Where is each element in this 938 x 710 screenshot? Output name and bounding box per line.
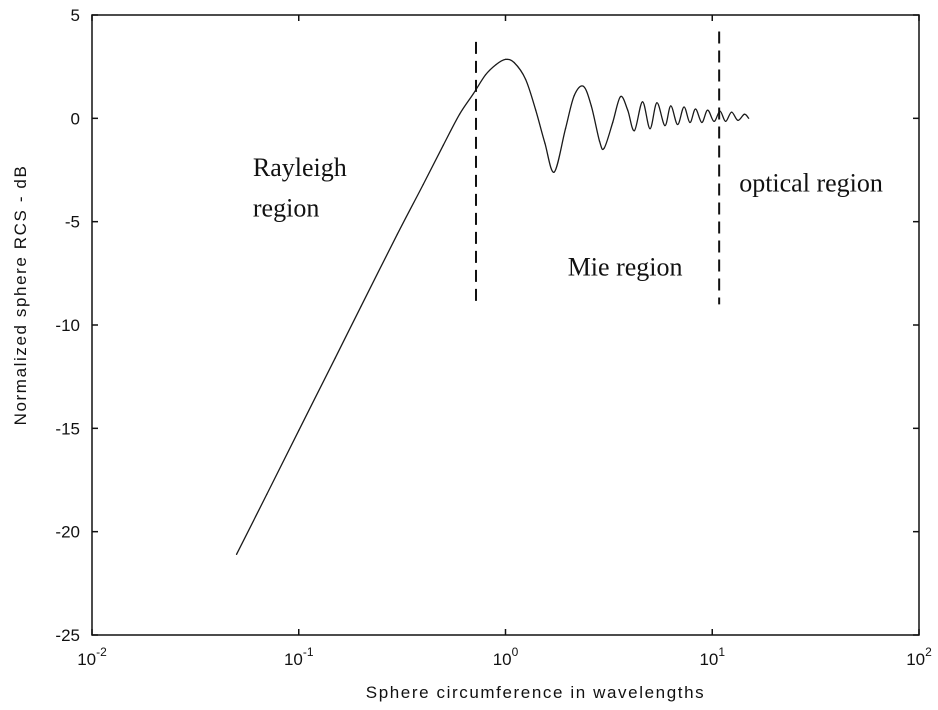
data-point <box>535 109 537 111</box>
data-point <box>334 357 336 359</box>
annotation-label: region <box>253 194 319 223</box>
x-tick-base: 10 <box>284 650 303 669</box>
y-tick-label: 5 <box>71 6 80 25</box>
data-point <box>590 105 592 107</box>
series-line-0 <box>235 58 750 555</box>
data-point <box>731 111 733 113</box>
x-tick-label: 100 <box>493 645 519 669</box>
data-point <box>564 128 567 130</box>
data-point <box>689 121 691 124</box>
data-point <box>472 92 475 95</box>
y-tick-label: -10 <box>55 316 80 335</box>
x-tick-exponent: 1 <box>718 645 725 659</box>
data-point <box>641 101 644 103</box>
y-tick-label: -20 <box>55 523 80 542</box>
data-point <box>683 106 685 108</box>
curve-layer <box>235 58 750 556</box>
x-axis-label: Sphere circumference in wavelengths <box>366 683 705 702</box>
data-point <box>422 183 424 186</box>
data-point <box>495 64 497 66</box>
data-point <box>442 144 444 146</box>
data-point <box>459 113 461 115</box>
x-tick-base: 10 <box>77 650 96 669</box>
x-tick-exponent: 2 <box>925 645 932 659</box>
data-point <box>627 109 629 111</box>
data-point <box>612 121 614 124</box>
data-point <box>396 233 398 235</box>
data-point <box>713 120 715 122</box>
y-tick-label: 0 <box>71 109 80 128</box>
data-point <box>603 147 605 149</box>
data-point <box>677 123 679 126</box>
data-point <box>737 119 739 121</box>
data-point <box>649 128 651 130</box>
y-tick-label: -25 <box>55 626 80 645</box>
x-tick-label: 10-2 <box>77 645 107 669</box>
data-point <box>670 105 672 107</box>
data-point <box>524 78 527 80</box>
x-tick-exponent: -2 <box>96 645 107 659</box>
y-tick-label: -15 <box>55 419 80 438</box>
y-axis-label: Normalized sphere RCS - dB <box>11 165 30 426</box>
annotation-label: Mie region <box>568 252 683 281</box>
axis-ticks <box>91 14 920 636</box>
data-point <box>694 108 697 110</box>
x-tick-base: 10 <box>699 650 718 669</box>
x-tick-exponent: 0 <box>512 645 519 659</box>
annotation-label: optical region <box>739 169 883 198</box>
x-tick-base: 10 <box>906 650 925 669</box>
data-point <box>619 96 622 98</box>
region-boundaries <box>475 31 721 305</box>
data-point <box>544 142 546 144</box>
data-point <box>656 102 658 104</box>
x-tick-label: 10-1 <box>284 645 314 669</box>
data-point <box>707 109 709 111</box>
data-point <box>598 140 601 142</box>
data-point <box>513 61 515 64</box>
data-point <box>360 305 362 307</box>
data-point <box>701 121 703 124</box>
data-point <box>573 95 575 97</box>
data-point <box>484 74 487 76</box>
data-point <box>743 113 746 115</box>
data-point <box>725 120 727 122</box>
x-tick-exponent: -1 <box>303 645 314 659</box>
tick-labels: 10-2 10-1 100 101 102-25-20-15-10-505 <box>55 6 932 669</box>
data-point <box>633 130 636 132</box>
data-point <box>582 85 585 87</box>
annotation-label: Rayleigh <box>253 153 347 182</box>
data-point <box>266 493 268 496</box>
data-point <box>664 125 666 127</box>
annotations: Rayleigh region Mie region optical region <box>253 153 883 281</box>
data-point <box>235 553 238 556</box>
x-tick-label: 102 <box>906 645 932 669</box>
y-tick-label: -5 <box>65 213 80 232</box>
data-point <box>504 58 507 61</box>
x-tick-base: 10 <box>493 650 512 669</box>
x-tick-label: 101 <box>699 645 725 669</box>
data-point <box>748 117 750 119</box>
data-point <box>553 171 555 173</box>
data-point <box>298 429 300 431</box>
